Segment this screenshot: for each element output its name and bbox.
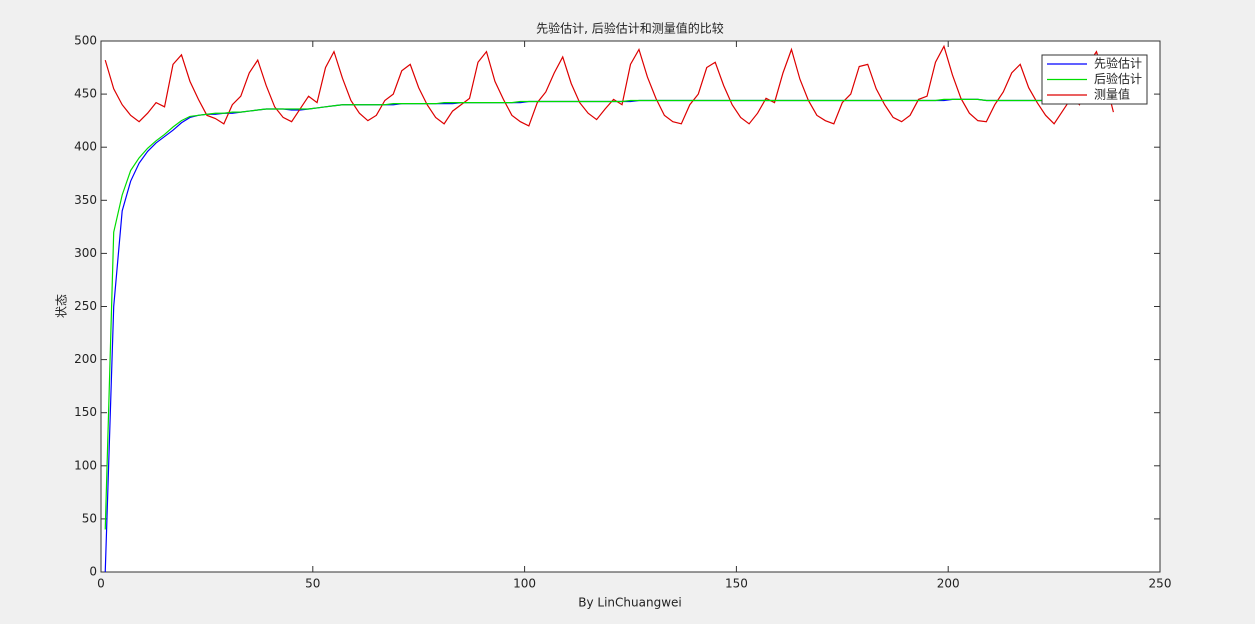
y-tick-label: 500 — [74, 34, 97, 48]
y-tick-label: 250 — [74, 299, 97, 313]
x-tick-label: 0 — [97, 577, 105, 591]
plot-area — [100, 40, 1161, 573]
y-tick-label: 0 — [89, 565, 97, 579]
series-line — [104, 98, 1114, 530]
x-tick-label: 100 — [513, 577, 536, 591]
x-tick-label: 150 — [725, 577, 748, 591]
legend-label: 测量值 — [1094, 87, 1130, 102]
x-axis-label: By LinChuangwei — [578, 596, 681, 610]
x-tick-label: 250 — [1149, 577, 1172, 591]
y-tick-label: 200 — [74, 352, 97, 366]
y-axis-label: 状态 — [55, 294, 69, 318]
chart-title: 先验估计, 后验估计和测量值的比较 — [536, 21, 724, 36]
x-tick-label: 50 — [305, 577, 320, 591]
y-tick-label: 150 — [74, 405, 97, 419]
y-tick-label: 450 — [74, 87, 97, 101]
y-tick-label: 400 — [74, 140, 97, 154]
y-tick-label: 50 — [82, 511, 97, 525]
y-tick-label: 350 — [74, 193, 97, 207]
series-line — [104, 44, 1114, 127]
legend-label: 后验估计 — [1094, 71, 1142, 86]
y-tick-label: 100 — [74, 458, 97, 472]
x-tick-label: 200 — [937, 577, 960, 591]
legend-label: 先验估计 — [1094, 56, 1142, 71]
y-tick-label: 300 — [74, 246, 97, 260]
